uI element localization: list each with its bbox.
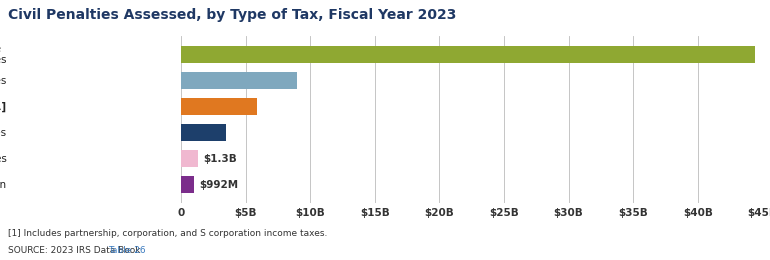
Bar <box>181 150 198 167</box>
Text: Business income taxes [1]: Business income taxes [1] <box>0 101 7 112</box>
Bar <box>181 46 755 63</box>
Bar <box>181 98 257 115</box>
Bar <box>181 124 226 141</box>
Text: Employment taxes: Employment taxes <box>0 76 7 86</box>
Text: SOURCE: 2023 IRS Data Book: SOURCE: 2023 IRS Data Book <box>8 246 143 255</box>
Text: Excise and
tax-exempt organization
and trust taxes: Excise and tax-exempt organization and t… <box>0 168 7 201</box>
Text: [1] Includes partnership, corporation, and S corporation income taxes.: [1] Includes partnership, corporation, a… <box>8 229 327 238</box>
Text: $992M: $992M <box>199 180 238 190</box>
Bar <box>181 176 194 193</box>
Text: Estate and gift taxes: Estate and gift taxes <box>0 154 7 164</box>
Text: Individual and estate
and trust income taxes: Individual and estate and trust income t… <box>0 44 7 66</box>
Bar <box>181 72 297 89</box>
Text: $1.3B: $1.3B <box>203 154 236 164</box>
Text: Civil Penalties Assessed, by Type of Tax, Fiscal Year 2023: Civil Penalties Assessed, by Type of Tax… <box>8 8 456 22</box>
Text: Nonreturn penalties: Nonreturn penalties <box>0 128 7 138</box>
Text: Table 26: Table 26 <box>109 246 146 255</box>
